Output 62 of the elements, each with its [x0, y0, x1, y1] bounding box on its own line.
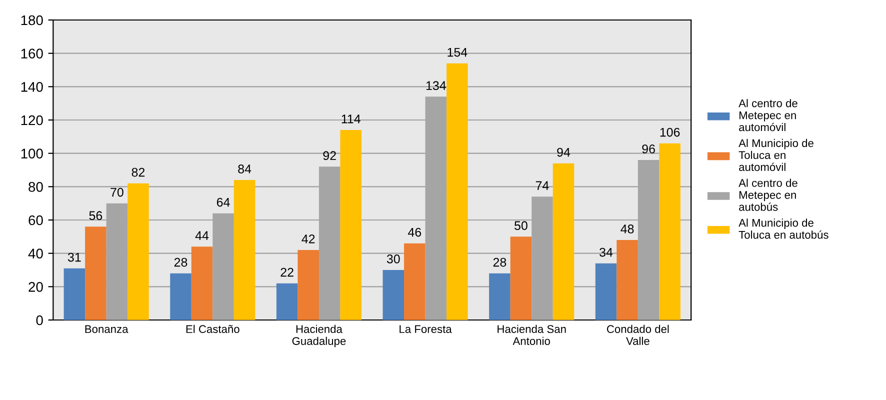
x-tick-label: La Foresta — [400, 325, 452, 334]
data-label: 106 — [660, 128, 680, 137]
data-label: 64 — [216, 198, 230, 207]
data-label: 28 — [493, 258, 506, 267]
bar — [659, 143, 680, 320]
y-tick-label: 20 — [28, 282, 43, 292]
bar — [128, 183, 149, 320]
data-label: 28 — [174, 258, 188, 267]
bar — [489, 273, 510, 320]
bar — [446, 63, 468, 320]
bar — [552, 163, 574, 320]
legend-label: Al centro de Metepec en automóvil — [738, 99, 798, 132]
data-label: 134 — [426, 81, 446, 90]
data-label: 94 — [557, 148, 570, 157]
data-label: 30 — [386, 254, 400, 264]
data-label: 56 — [89, 211, 102, 220]
y-tick-label: 40 — [28, 248, 43, 259]
data-label: 114 — [342, 114, 360, 124]
data-label: 50 — [514, 221, 528, 230]
bar — [191, 246, 213, 320]
data-label: 82 — [132, 168, 145, 177]
bar — [170, 273, 192, 320]
data-label: 154 — [448, 48, 468, 57]
y-tick-label: 60 — [28, 215, 43, 226]
y-tick-label: 80 — [28, 182, 43, 192]
x-tick-label: Hacienda Guadalupe — [292, 324, 346, 348]
data-label: 22 — [280, 268, 294, 277]
bar — [85, 226, 106, 320]
data-label: 44 — [195, 231, 209, 240]
y-tick-label: 100 — [21, 148, 43, 159]
y-tick-label: 140 — [21, 82, 43, 92]
bar — [382, 270, 404, 320]
data-label: 34 — [600, 248, 613, 257]
x-tick-label: Hacienda San Antonio — [498, 324, 566, 345]
data-label: 46 — [408, 228, 422, 237]
bar — [404, 243, 426, 320]
y-tick-label: 180 — [21, 15, 43, 26]
data-label: 70 — [110, 188, 124, 197]
bar — [276, 283, 298, 320]
bar — [340, 130, 362, 320]
data-label: 96 — [642, 144, 655, 154]
y-tick-label: 0 — [36, 315, 43, 326]
legend-label: Al centro de Metepec en autobús — [738, 178, 798, 211]
y-tick-label: 120 — [21, 115, 43, 126]
data-label: 92 — [323, 151, 336, 160]
bar — [510, 236, 532, 320]
data-label: 42 — [302, 234, 315, 244]
bar — [64, 268, 86, 320]
x-tick-label: Bonanza — [85, 325, 128, 334]
data-label: 48 — [620, 224, 634, 234]
y-tick-label: 160 — [21, 48, 43, 59]
x-tick-label: El Castaño — [186, 324, 240, 334]
x-tick-label: Condado del Valle — [606, 324, 669, 345]
bar — [595, 263, 617, 320]
data-label: 31 — [68, 252, 81, 262]
legend-label: Al Municipio de Toluca en automóvil — [738, 138, 814, 172]
legend-label: Al Municipio de Toluca en autobús — [738, 218, 828, 239]
data-label: 74 — [536, 181, 549, 190]
bar — [234, 180, 256, 320]
bar — [616, 240, 638, 320]
bar — [298, 250, 319, 320]
data-label: 84 — [238, 164, 252, 174]
